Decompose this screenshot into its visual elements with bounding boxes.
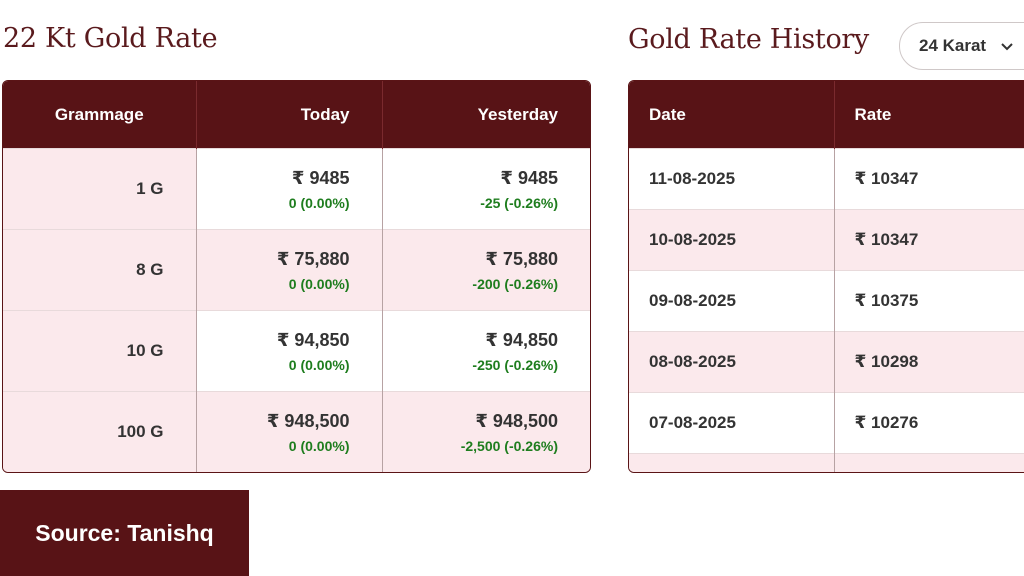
yesterday-price: ₹ 94,850 <box>485 330 558 350</box>
table-row: 08-08-2025 ₹ 10298 <box>629 331 1024 393</box>
rate-cell: ₹ 10276 <box>834 392 1024 454</box>
grammage-cell: 8 G <box>3 229 197 311</box>
date-cell: 09-08-2025 <box>629 270 835 332</box>
today-cell: ₹ 75,880 0 (0.00%) <box>196 229 383 311</box>
grammage-cell: 100 G <box>3 391 197 472</box>
yesterday-change: -250 (-0.26%) <box>472 357 558 373</box>
date-cell: 07-08-2025 <box>629 392 835 454</box>
karat-select-value: 24 Karat <box>919 36 987 55</box>
rate-cell: ₹ 10375 <box>834 270 1024 332</box>
today-cell: ₹ 94,850 0 (0.00%) <box>196 310 383 392</box>
table-row: 100 G ₹ 948,500 0 (0.00%) ₹ 948,500 -2,500… <box>3 391 590 472</box>
table-row: 10 G ₹ 94,850 0 (0.00%) ₹ 94,850 -250 (-0.… <box>3 310 590 392</box>
history-title: Gold Rate History <box>628 24 869 55</box>
date-cell <box>629 453 835 472</box>
gram-rate-table: Grammage Today Yesterday 1 G ₹ 9485 0 (0.… <box>2 80 591 473</box>
header-date: Date <box>629 81 835 149</box>
table-row: 09-08-2025 ₹ 10375 <box>629 270 1024 332</box>
date-cell: 11-08-2025 <box>629 148 835 210</box>
header-yesterday: Yesterday <box>382 81 590 149</box>
rate-history-table: Date Rate 11-08-2025 ₹ 10347 10-08-2025 … <box>628 80 1024 473</box>
rate-cell: ₹ 10347 <box>834 148 1024 210</box>
table-header-row: Date Rate <box>629 81 1024 149</box>
header-rate: Rate <box>834 81 1024 149</box>
yesterday-change: -200 (-0.26%) <box>472 276 558 292</box>
yesterday-price: ₹ 948,500 <box>475 411 558 431</box>
header-grammage: Grammage <box>3 81 197 149</box>
rate-cell: ₹ 10298 <box>834 331 1024 393</box>
yesterday-change: -2,500 (-0.26%) <box>460 438 558 454</box>
yesterday-cell: ₹ 94,850 -250 (-0.26%) <box>382 310 590 392</box>
today-change: 0 (0.00%) <box>288 357 350 373</box>
table-row: 10-08-2025 ₹ 10347 <box>629 209 1024 271</box>
source-label: Source: Tanishq <box>0 490 249 576</box>
table-row: 1 G ₹ 9485 0 (0.00%) ₹ 9485 -25 (-0.26%) <box>3 148 590 230</box>
yesterday-cell: ₹ 9485 -25 (-0.26%) <box>382 148 590 230</box>
today-price: ₹ 948,500 <box>266 411 350 431</box>
table-row: 07-08-2025 ₹ 10276 <box>629 392 1024 454</box>
today-price: ₹ 9485 <box>291 168 350 188</box>
today-cell: ₹ 948,500 0 (0.00%) <box>196 391 383 472</box>
karat-select[interactable]: 24 Karat <box>899 22 1024 70</box>
yesterday-cell: ₹ 75,880 -200 (-0.26%) <box>382 229 590 311</box>
yesterday-cell: ₹ 948,500 -2,500 (-0.26%) <box>382 391 590 472</box>
date-cell: 10-08-2025 <box>629 209 835 271</box>
today-cell: ₹ 9485 0 (0.00%) <box>196 148 383 230</box>
rate-cell: ₹ 10347 <box>834 209 1024 271</box>
today-change: 0 (0.00%) <box>288 438 350 454</box>
date-cell: 08-08-2025 <box>629 331 835 393</box>
today-price: ₹ 75,880 <box>276 249 350 269</box>
today-change: 0 (0.00%) <box>288 195 350 211</box>
table-header-row: Grammage Today Yesterday <box>3 81 590 149</box>
table-row: 8 G ₹ 75,880 0 (0.00%) ₹ 75,880 -200 (-0.2… <box>3 229 590 311</box>
yesterday-price: ₹ 75,880 <box>485 249 558 269</box>
gold-rate-title: 22 Kt Gold Rate <box>3 23 218 54</box>
table-row: 11-08-2025 ₹ 10347 <box>629 148 1024 210</box>
today-price: ₹ 94,850 <box>276 330 350 350</box>
grammage-cell: 1 G <box>3 148 197 230</box>
today-change: 0 (0.00%) <box>288 276 350 292</box>
chevron-down-icon <box>1001 43 1013 51</box>
table-row <box>629 453 1024 472</box>
header-today: Today <box>196 81 383 149</box>
yesterday-change: -25 (-0.26%) <box>480 195 558 211</box>
grammage-cell: 10 G <box>3 310 197 392</box>
rate-cell <box>834 453 1024 472</box>
yesterday-price: ₹ 9485 <box>500 168 558 188</box>
